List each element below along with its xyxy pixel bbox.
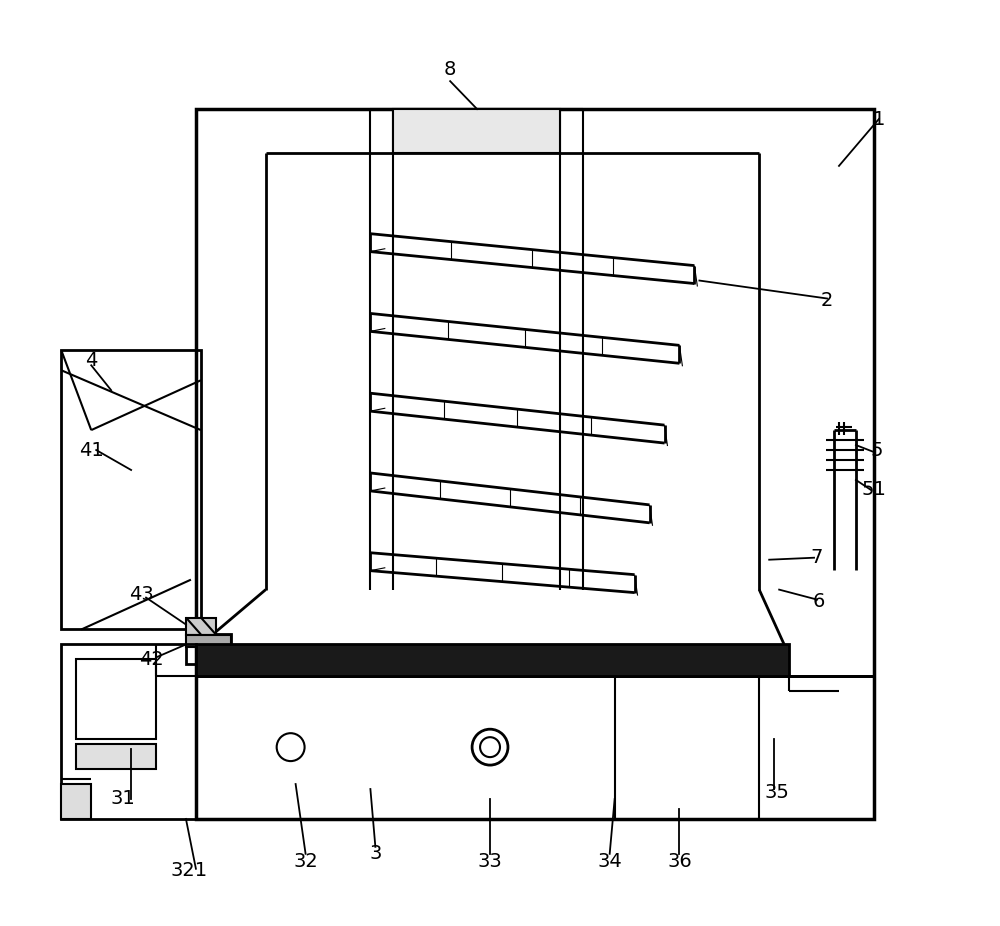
Text: 31: 31	[111, 790, 136, 808]
Text: 321: 321	[170, 861, 207, 881]
Text: 2: 2	[821, 291, 833, 310]
Text: 36: 36	[667, 852, 692, 871]
Text: 34: 34	[597, 852, 622, 871]
Text: 33: 33	[478, 852, 502, 871]
Text: 32: 32	[293, 852, 318, 871]
Text: 4: 4	[85, 351, 97, 369]
Text: 8: 8	[444, 59, 456, 79]
Text: 35: 35	[765, 782, 790, 802]
Text: 43: 43	[129, 585, 153, 604]
Bar	[393, 109, 560, 153]
Text: 41: 41	[79, 441, 104, 459]
Bar	[76, 745, 156, 770]
Bar	[61, 784, 91, 819]
Bar	[196, 109, 874, 819]
Text: 7: 7	[811, 548, 823, 568]
Text: 1: 1	[873, 109, 885, 129]
Bar	[196, 644, 789, 676]
Bar	[196, 676, 874, 819]
Bar	[186, 618, 216, 635]
Bar	[186, 634, 231, 664]
Bar	[61, 644, 196, 819]
Bar	[61, 350, 201, 630]
Bar	[186, 635, 231, 647]
Text: 3: 3	[369, 845, 382, 863]
Bar	[76, 659, 156, 739]
Text: 5: 5	[871, 441, 883, 459]
Text: 42: 42	[139, 650, 163, 669]
Text: 6: 6	[813, 592, 825, 611]
Text: 51: 51	[861, 481, 886, 499]
